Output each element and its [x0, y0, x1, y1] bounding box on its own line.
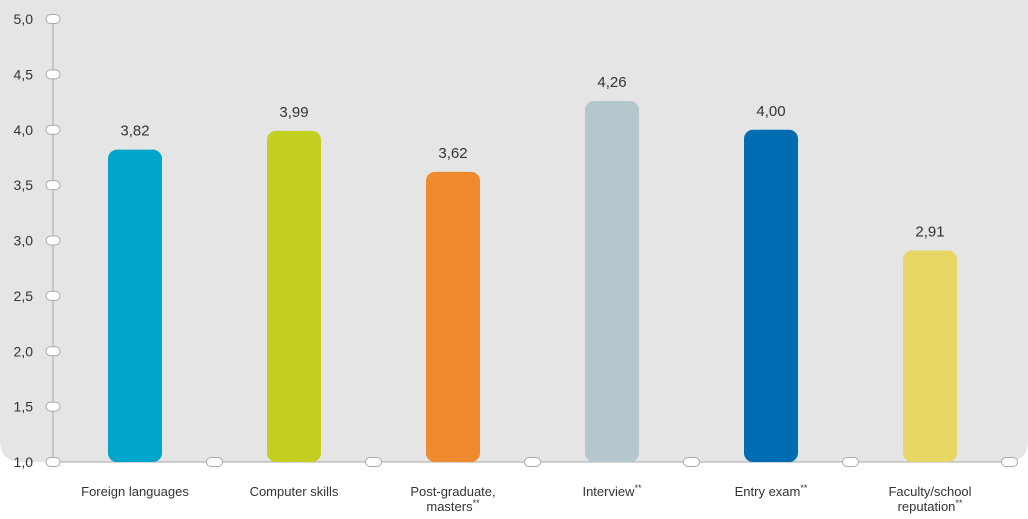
- y-tick-label: 1,0: [14, 454, 34, 470]
- value-label: 3,62: [438, 145, 467, 162]
- bar: [744, 129, 798, 462]
- y-tick-marker: [45, 401, 61, 412]
- x-separator-marker: [206, 457, 223, 467]
- category-label: Interview**: [582, 483, 642, 499]
- bars-layer: [108, 100, 957, 463]
- y-tick-label: 2,5: [14, 288, 34, 304]
- bar: [585, 100, 639, 462]
- labels-layer: 1,0 1,5 2,0 2,5 3,0 3,5 4,0 4,5 5,0 3,82 Foreign l…: [14, 11, 972, 514]
- bar: [903, 250, 957, 462]
- y-tick-marker: [45, 124, 61, 135]
- x-separator-marker: [683, 457, 700, 467]
- value-label: 2,91: [915, 223, 944, 240]
- x-separator-marker: [842, 457, 859, 467]
- y-tick-marker: [45, 180, 61, 191]
- category-label-line: Post-graduate,: [410, 484, 495, 499]
- x-separator-marker: [365, 457, 382, 467]
- category-label-line: masters: [426, 499, 473, 514]
- bar: [108, 149, 162, 462]
- category-label-line: Interview: [582, 484, 635, 499]
- x-separator-marker: [524, 457, 541, 467]
- y-tick-label: 5,0: [14, 11, 34, 27]
- category-note: **: [955, 498, 963, 508]
- bar: [426, 171, 480, 462]
- y-tick-marker: [45, 346, 61, 357]
- category-note: **: [635, 483, 643, 493]
- category-label: Computer skills: [250, 484, 339, 499]
- y-tick-label: 4,5: [14, 66, 34, 82]
- category-note: **: [473, 498, 481, 508]
- category-label-line: Computer skills: [250, 484, 339, 499]
- x-separator-marker: [1001, 457, 1018, 467]
- y-tick-marker: [45, 457, 61, 467]
- category-label-line: Faculty/school: [888, 484, 971, 499]
- value-label: 4,26: [597, 74, 626, 91]
- y-tick-label: 2,0: [14, 343, 34, 359]
- axis-layer: [45, 14, 1018, 467]
- category-note: **: [800, 483, 808, 493]
- category-label-line: Entry exam: [735, 484, 801, 499]
- y-tick-marker: [45, 290, 61, 301]
- y-tick-label: 4,0: [14, 122, 34, 138]
- y-tick-label: 3,5: [14, 177, 34, 193]
- category-label: Foreign languages: [81, 484, 189, 499]
- y-tick-label: 1,5: [14, 399, 34, 415]
- value-label: 3,82: [120, 123, 149, 140]
- value-label: 3,99: [279, 104, 308, 121]
- category-label-line: reputation: [898, 499, 956, 514]
- value-label: 4,00: [756, 103, 785, 120]
- y-tick-marker: [45, 69, 61, 80]
- y-tick-marker: [45, 235, 61, 246]
- category-label-line: Foreign languages: [81, 484, 189, 499]
- y-tick-label: 3,0: [14, 233, 34, 249]
- category-label: Post-graduate, masters**: [410, 484, 495, 514]
- category-label: Faculty/school reputation**: [888, 484, 971, 514]
- bar: [267, 130, 321, 463]
- category-label: Entry exam**: [735, 483, 808, 499]
- y-tick-marker: [45, 14, 61, 24]
